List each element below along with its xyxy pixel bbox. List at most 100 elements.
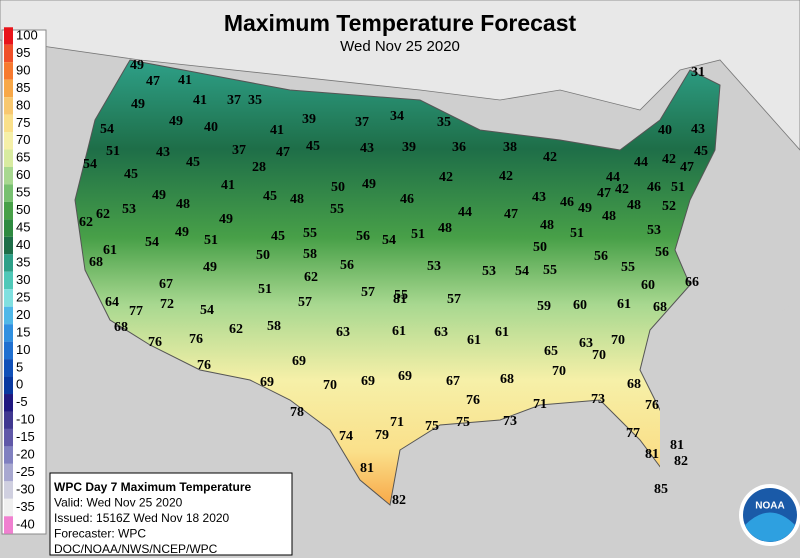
legend-label: 85 [16, 80, 30, 95]
temperature: 48 [602, 209, 616, 224]
temperature: 47 [680, 160, 694, 175]
temperature: 68 [500, 372, 514, 387]
temperature: 58 [267, 319, 281, 334]
legend-swatch [4, 498, 13, 517]
temperature: 46 [400, 192, 414, 207]
temperature: 61 [617, 297, 631, 312]
temperature: 61 [495, 325, 509, 340]
temperature: 59 [537, 299, 551, 314]
temperature: 49 [175, 225, 189, 240]
temperature: 62 [304, 270, 318, 285]
temperature: 67 [446, 374, 460, 389]
temperature: 46 [647, 180, 661, 195]
temperature: 55 [303, 226, 317, 241]
temperature: 42 [543, 150, 557, 165]
temperature: 81 [393, 292, 407, 307]
legend-label: 40 [16, 237, 30, 252]
legend-label: -15 [16, 429, 35, 444]
temperature: 82 [392, 493, 406, 508]
legend-label: 35 [16, 254, 30, 269]
temperature: 56 [655, 245, 669, 260]
info-line: Valid: Wed Nov 25 2020 [54, 496, 183, 510]
temperature: 42 [499, 169, 513, 184]
legend-swatch [4, 376, 13, 395]
info-box [49, 472, 293, 556]
title: Maximum Temperature Forecast [224, 10, 577, 36]
temperature: 50 [256, 248, 270, 263]
temperature: 62 [229, 322, 243, 337]
temperature: 40 [658, 123, 672, 138]
temperature: 71 [390, 415, 404, 430]
temperature: 49 [152, 188, 166, 203]
temperature: 42 [615, 182, 629, 197]
temperature: 54 [515, 264, 529, 279]
legend-swatch [4, 428, 13, 447]
temperature: 62 [79, 215, 93, 230]
legend-label: 90 [16, 62, 30, 77]
temperature: 37 [227, 93, 241, 108]
temperature: 70 [323, 378, 337, 393]
temperature: 60 [573, 298, 587, 313]
legend-swatch [4, 463, 13, 482]
temperature: 35 [437, 115, 451, 130]
legend-swatch [4, 219, 13, 237]
temperature: 47 [597, 186, 611, 201]
temperature: 65 [544, 344, 558, 359]
temperature: 75 [456, 415, 470, 430]
temperature: 55 [543, 263, 557, 278]
temperature: 41 [270, 123, 284, 138]
temperature: 69 [260, 375, 274, 390]
legend-label: 5 [16, 359, 23, 374]
legend-swatch [4, 79, 13, 98]
temperature: 31 [691, 65, 705, 80]
legend-label: 30 [16, 272, 30, 287]
temperature: 49 [131, 97, 145, 112]
temperature: 43 [532, 190, 546, 205]
legend-label: -10 [16, 412, 35, 427]
temperature: 72 [160, 297, 174, 312]
temperature: 48 [176, 197, 190, 212]
temperature: 70 [552, 364, 566, 379]
temperature: 54 [83, 157, 97, 172]
legend-swatch [4, 411, 13, 429]
temperature: 81 [645, 447, 659, 462]
legend-label: 95 [16, 45, 30, 60]
temperature: 70 [592, 348, 606, 363]
temperature: 68 [653, 300, 667, 315]
temperature: 51 [411, 227, 425, 242]
legend-swatch [4, 394, 13, 412]
legend-swatch [4, 132, 13, 150]
temperature: 53 [122, 202, 136, 217]
legend-swatch [4, 341, 13, 360]
legend-label: 80 [16, 97, 30, 112]
temperature: 36 [452, 140, 466, 155]
temperature: 76 [645, 398, 659, 413]
temperature: 37 [232, 143, 246, 158]
temperature: 34 [390, 109, 404, 124]
temperature: 69 [292, 354, 306, 369]
legend-label: -5 [16, 394, 28, 409]
temperature: 63 [336, 325, 350, 340]
temperature: 55 [621, 260, 635, 275]
temperature: 43 [156, 145, 170, 160]
legend-label: 75 [16, 115, 30, 130]
temperature: 51 [258, 282, 272, 297]
legend-label: 10 [16, 342, 30, 357]
temperature: 45 [186, 155, 200, 170]
temperature: 79 [375, 428, 389, 443]
temperature: 76 [148, 335, 162, 350]
temperature: 53 [647, 223, 661, 238]
temperature: 28 [252, 160, 266, 175]
temperature: 50 [331, 180, 345, 195]
temperature: 54 [200, 303, 214, 318]
temperature: 55 [394, 288, 408, 303]
temperature: 82 [674, 454, 688, 469]
temperature: 49 [203, 260, 217, 275]
legend-label: -25 [16, 464, 35, 479]
temperature: 64 [105, 295, 119, 310]
temperature: 46 [560, 195, 574, 210]
temperature: 77 [129, 304, 143, 319]
temperature: 69 [398, 369, 412, 384]
legend-label: -20 [16, 447, 35, 462]
